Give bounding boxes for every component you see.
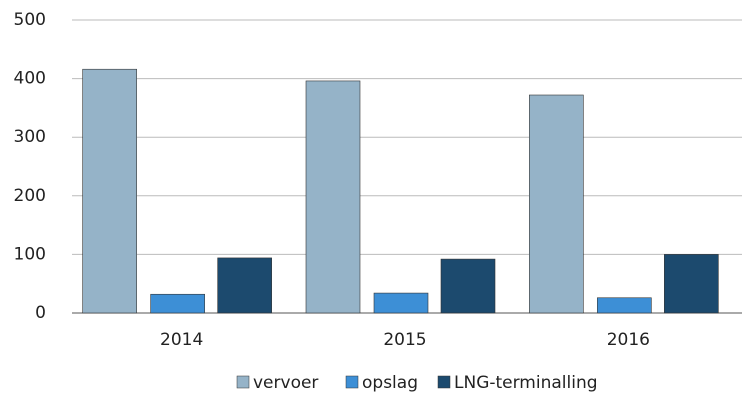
legend-label: LNG-terminalling (454, 373, 598, 393)
y-tick-label: 100 (14, 244, 46, 264)
legend-label: opslag (362, 373, 418, 393)
y-tick-label: 200 (14, 186, 46, 206)
x-tick-label: 2014 (160, 330, 203, 350)
y-tick-label: 0 (35, 303, 46, 323)
bar (373, 292, 429, 314)
bar (217, 257, 272, 314)
legend-label: vervoer (253, 373, 318, 393)
legend-swatch (437, 375, 451, 389)
x-tick-label: 2015 (383, 330, 426, 350)
bar (440, 258, 496, 314)
bar (305, 80, 361, 314)
y-tick-label: 400 (14, 69, 46, 89)
bar (150, 293, 205, 314)
bar (82, 68, 137, 314)
x-tick-label: 2016 (607, 330, 650, 350)
bar (597, 297, 652, 314)
y-tick-label: 300 (14, 127, 46, 147)
bar (529, 94, 584, 314)
y-tick-label: 500 (14, 10, 46, 30)
bar (664, 254, 719, 314)
legend-swatch (236, 375, 250, 389)
legend-swatch (345, 375, 359, 389)
